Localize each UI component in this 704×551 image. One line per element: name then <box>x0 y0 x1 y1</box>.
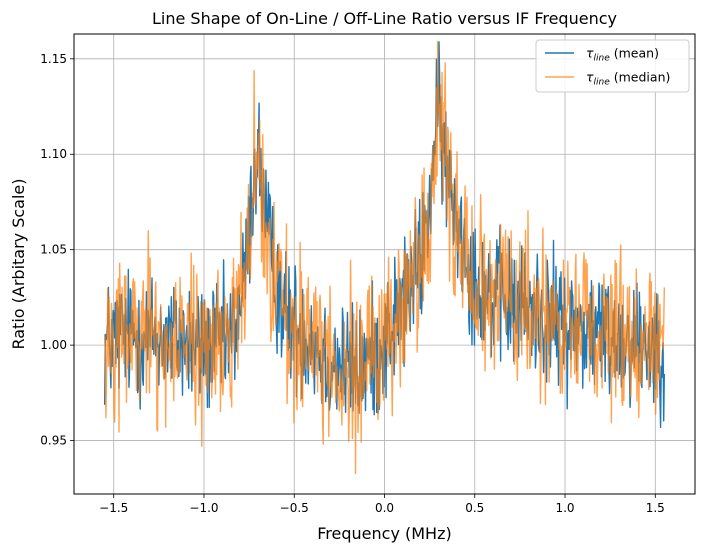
legend-box <box>535 39 690 93</box>
x-tick-label: 0.5 <box>465 501 484 515</box>
y-tick-label: 1.00 <box>40 338 67 352</box>
y-tick-label: 1.15 <box>40 52 67 66</box>
legend-entry: τline (mean) <box>586 46 659 64</box>
y-tick-label: 0.95 <box>40 434 67 448</box>
ticks: −1.5 −1.0 −0.5 0.0 0.5 1.0 1.5 0.95 1.00 1.05 1.10… <box>40 52 665 515</box>
y-tick-label: 1.10 <box>40 147 67 161</box>
y-tick-label: 1.05 <box>40 243 67 257</box>
x-tick-label: 1.5 <box>646 501 665 515</box>
grid <box>74 34 695 494</box>
chart-title: Line Shape of On-Line / Off-Line Ratio v… <box>152 9 617 28</box>
x-tick-label: −0.5 <box>280 501 309 515</box>
y-axis-label: Ratio (Arbitary Scale) <box>9 178 28 349</box>
x-tick-label: −1.5 <box>99 501 128 515</box>
x-tick-label: 1.0 <box>555 501 574 515</box>
legend: τline (mean) τline (median) <box>535 39 690 93</box>
series-group <box>103 41 666 475</box>
x-tick-label: 0.0 <box>375 501 394 515</box>
x-axis-label: Frequency (MHz) <box>317 524 451 543</box>
legend-entry: τline (median) <box>586 70 670 88</box>
series-line <box>103 41 666 475</box>
x-tick-label: −1.0 <box>189 501 218 515</box>
